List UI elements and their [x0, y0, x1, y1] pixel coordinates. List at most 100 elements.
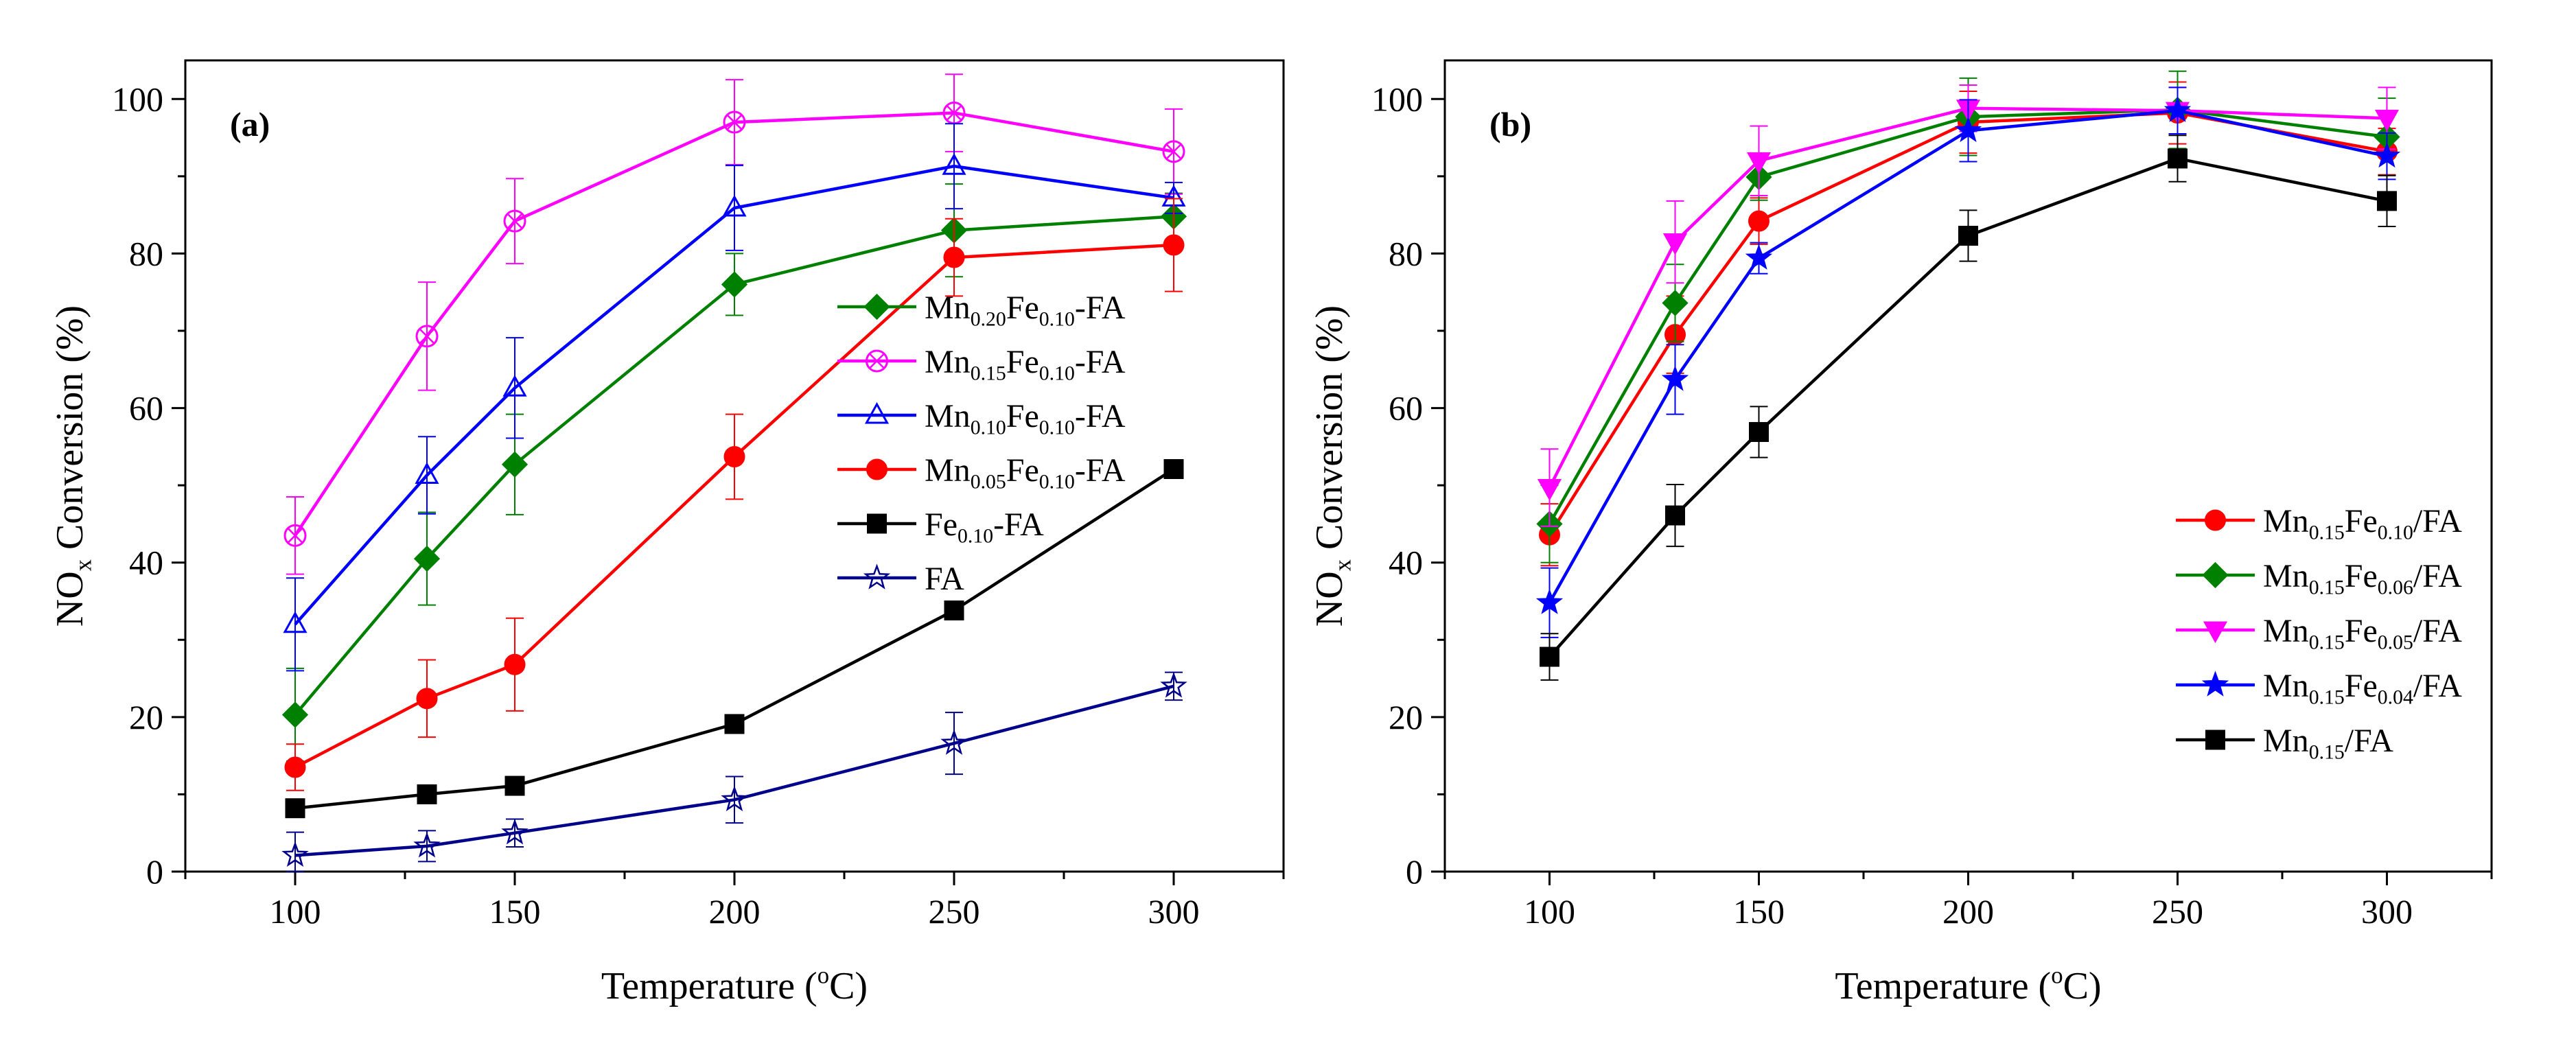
series-line	[294, 164, 1174, 626]
data-point	[2373, 141, 2401, 168]
legend-marker	[864, 401, 890, 424]
series-fa	[281, 671, 1187, 872]
x-axis-title: Temperature (oC)	[1835, 962, 2101, 1007]
legend-item-mn0-15fe0-04-fa: Mn0.15Fe0.04/FA	[2176, 668, 2462, 709]
legend-item-fe0-10-fa: Fe0.10-FA	[837, 506, 1044, 548]
y-tick-label: 20	[129, 698, 163, 736]
data-point	[501, 451, 529, 478]
data-point	[1537, 479, 1562, 501]
x-axis-title: Temperature (oC)	[601, 962, 868, 1007]
y-tick-label: 0	[1406, 852, 1423, 891]
x-tick-label: 250	[2152, 892, 2203, 931]
legend-item-mn0-15fe0-10-fa: Mn0.15Fe0.10/FA	[2176, 503, 2462, 544]
y-tick-label: 100	[112, 80, 163, 118]
legend-label: Mn0.15Fe0.10-FA	[925, 344, 1126, 385]
series-line	[294, 243, 1174, 769]
data-point	[722, 194, 747, 217]
data-point	[2377, 191, 2397, 211]
legend-marker	[2202, 561, 2229, 589]
data-point	[1958, 226, 1978, 246]
data-point	[2168, 148, 2188, 169]
data-point	[723, 445, 745, 467]
panel-label: (a)	[230, 105, 270, 143]
error-bar	[286, 831, 304, 872]
data-point	[1160, 672, 1187, 698]
data-point	[413, 545, 441, 572]
series-mn0-15-fa	[1540, 135, 2397, 681]
x-tick-label: 200	[1942, 892, 1994, 931]
y-tick-label: 100	[1371, 80, 1423, 118]
x-tick-label: 300	[1148, 892, 1200, 931]
data-point	[1662, 233, 1688, 255]
legend-item-mn0-20fe0-10-fa: Mn0.20Fe0.10-FA	[837, 290, 1126, 331]
data-point	[721, 785, 748, 812]
legend-marker	[867, 513, 887, 534]
series-line	[294, 215, 1174, 716]
data-point	[1162, 140, 1185, 163]
series-line	[1548, 106, 2387, 489]
legend-item-fa: FA	[837, 561, 964, 597]
data-point	[1535, 588, 1564, 614]
data-point	[1954, 116, 1982, 143]
data-point	[415, 325, 439, 348]
data-point	[1665, 505, 1685, 526]
legend-marker	[2205, 509, 2226, 531]
legend-label: Mn0.15Fe0.06/FA	[2263, 558, 2462, 599]
y-tick-label: 0	[146, 852, 163, 891]
legend-label: Mn0.15Fe0.10/FA	[2263, 503, 2462, 544]
legend-label: Mn0.15Fe0.05/FA	[2263, 613, 2462, 654]
legend-item-mn0-05fe0-10-fa: Mn0.05Fe0.10-FA	[837, 452, 1126, 493]
y-tick-label: 60	[129, 389, 163, 428]
data-point	[1749, 421, 1769, 442]
data-point	[721, 271, 748, 298]
legend-marker	[863, 293, 890, 320]
series-fe0-10-fa	[285, 459, 1184, 819]
legend-item-mn0-10fe0-10-fa: Mn0.10Fe0.10-FA	[837, 398, 1126, 439]
data-point	[1661, 365, 1689, 391]
series-line	[294, 467, 1175, 810]
legend-item-mn0-15-fa: Mn0.15/FA	[2176, 723, 2393, 764]
data-point	[501, 819, 529, 845]
y-tick-label: 40	[1389, 544, 1423, 582]
y-tick-label: 20	[1389, 698, 1423, 736]
y-tick-label: 80	[129, 234, 163, 272]
data-point	[723, 110, 746, 134]
y-tick-label: 40	[129, 544, 163, 582]
panel-label: (b)	[1489, 105, 1531, 143]
data-point	[281, 701, 309, 728]
data-point	[281, 841, 309, 867]
legend: Mn0.15Fe0.10/FA Mn0.15Fe0.06/FA Mn0.15Fe0.…	[2176, 503, 2462, 764]
x-tick-label: 150	[489, 892, 541, 931]
data-point	[504, 776, 525, 796]
legend-item-mn0-15fe0-10-fa: Mn0.15Fe0.10-FA	[837, 344, 1126, 385]
data-point	[943, 246, 965, 268]
legend-item-mn0-15fe0-05-fa: Mn0.15Fe0.05/FA	[2176, 613, 2462, 654]
legend-marker	[863, 563, 891, 590]
data-point	[285, 798, 305, 819]
data-point	[416, 688, 438, 710]
legend-label: FA	[925, 561, 964, 597]
x-tick-label: 100	[270, 892, 321, 931]
x-tick-label: 150	[1733, 892, 1785, 931]
series-mn0-05fe0-10-fa	[284, 198, 1185, 791]
data-point	[1748, 210, 1769, 232]
data-point	[940, 729, 968, 755]
legend-marker	[2203, 621, 2228, 644]
legend-label: Mn0.05Fe0.10-FA	[925, 452, 1126, 493]
legend-marker	[866, 349, 888, 373]
data-point	[504, 653, 526, 675]
series-line	[1548, 108, 2387, 604]
data-point	[1163, 234, 1185, 256]
legend: Mn0.20Fe0.10-FA Mn0.15Fe0.10-FA Mn0.10Fe0.…	[837, 290, 1126, 597]
legend-item-mn0-15fe0-06-fa: Mn0.15Fe0.06/FA	[2176, 558, 2462, 599]
data-point	[724, 714, 745, 734]
data-point	[2374, 109, 2400, 132]
x-tick-label: 200	[709, 892, 761, 931]
data-point	[415, 462, 439, 485]
data-point	[1662, 290, 1689, 316]
y-tick-label: 80	[1389, 234, 1423, 272]
legend-marker	[2205, 730, 2225, 750]
legend-label: Mn0.10Fe0.10-FA	[925, 398, 1126, 439]
legend-label: Mn0.20Fe0.10-FA	[925, 290, 1126, 331]
